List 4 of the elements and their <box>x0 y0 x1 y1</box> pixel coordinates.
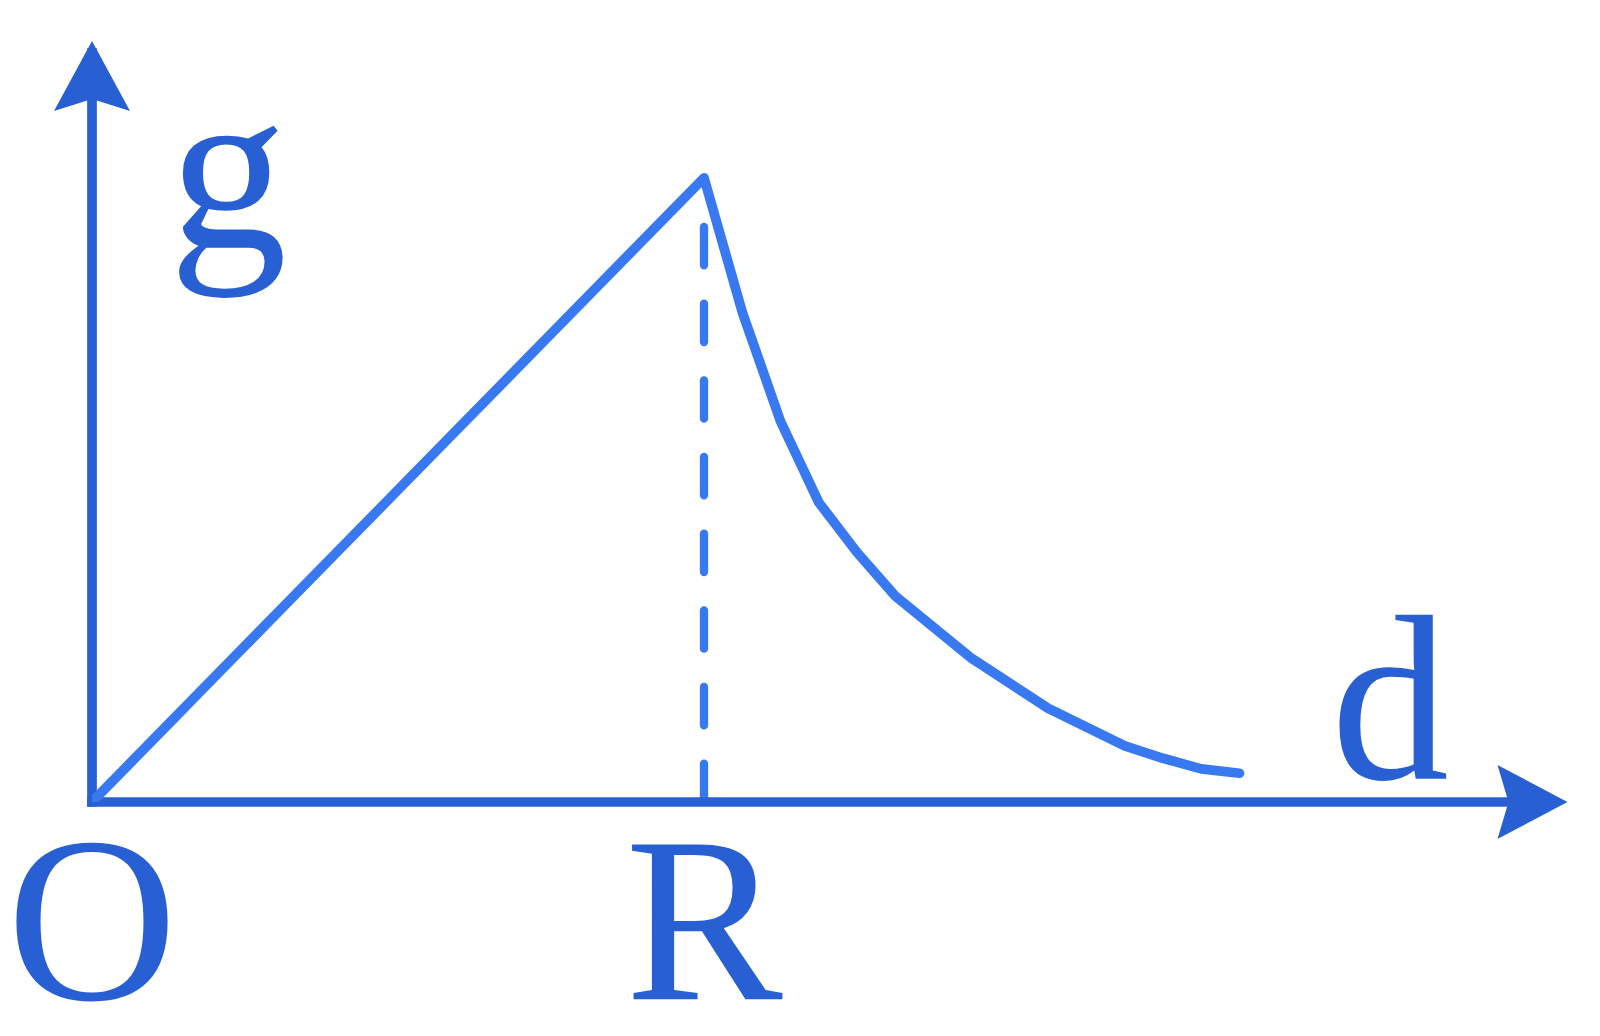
x-tick-label: R <box>632 844 783 1000</box>
x-tick-label: O <box>16 842 168 1002</box>
y-axis-title: g <box>179 125 283 298</box>
x-axis-title: d <box>1339 614 1447 781</box>
